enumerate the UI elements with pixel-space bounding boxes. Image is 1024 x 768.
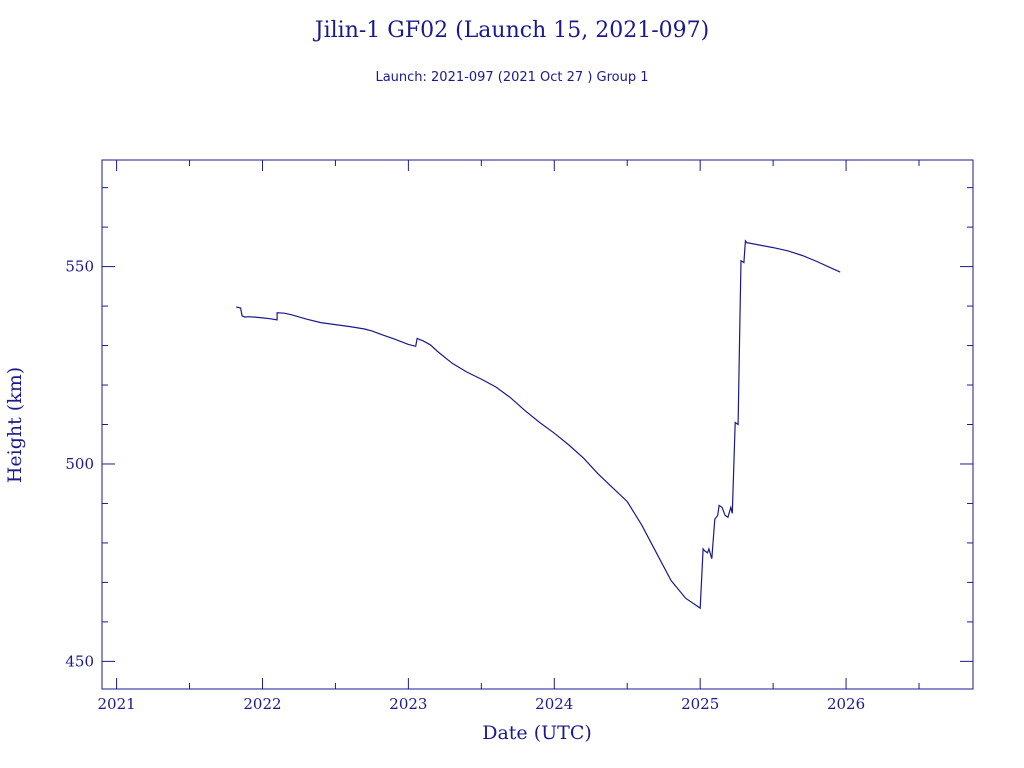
axis-tick-labels: 2021 2022 2023 2024 2025 2026 450 500 550 (65, 258, 865, 713)
axis-ticks (102, 160, 973, 689)
height-series-line (236, 239, 841, 610)
x-tick-label: 2021 (97, 695, 135, 713)
y-axis-label: Height (km) (4, 367, 26, 483)
chart-subtitle: Launch: 2021-097 (2021 Oct 27 ) Group 1 (375, 70, 648, 85)
x-tick-label: 2026 (827, 695, 865, 713)
y-tick-label: 500 (65, 455, 94, 473)
x-axis-label: Date (UTC) (482, 722, 592, 744)
x-tick-label: 2024 (535, 695, 573, 713)
y-tick-label: 550 (65, 258, 94, 276)
chart-title: Jilin-1 GF02 (Launch 15, 2021-097) (313, 18, 709, 43)
x-tick-label: 2022 (243, 695, 281, 713)
x-tick-label: 2023 (389, 695, 427, 713)
x-tick-label: 2025 (681, 695, 719, 713)
y-tick-label: 450 (65, 652, 94, 670)
plot-frame (101, 159, 974, 690)
